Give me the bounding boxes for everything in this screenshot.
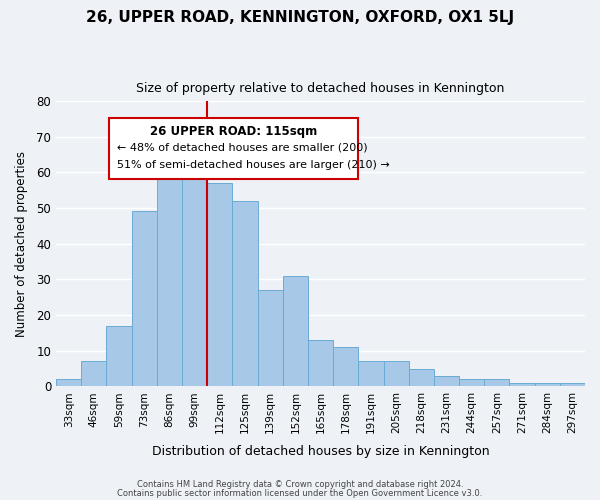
Text: ← 48% of detached houses are smaller (200): ← 48% of detached houses are smaller (20… (117, 142, 368, 152)
Bar (182, 165, 207, 386)
Bar (409, 368, 434, 386)
X-axis label: Distribution of detached houses by size in Kennington: Distribution of detached houses by size … (152, 444, 490, 458)
Bar (535, 383, 560, 386)
Bar (560, 383, 585, 386)
Text: Contains public sector information licensed under the Open Government Licence v3: Contains public sector information licen… (118, 488, 482, 498)
Bar (434, 376, 459, 386)
Bar (131, 212, 157, 386)
Bar (232, 201, 257, 386)
Bar (308, 340, 333, 386)
Bar (283, 276, 308, 386)
Bar (257, 290, 283, 386)
Bar (56, 380, 81, 386)
Text: 26 UPPER ROAD: 115sqm: 26 UPPER ROAD: 115sqm (149, 125, 317, 138)
Bar (358, 362, 383, 386)
Bar (484, 380, 509, 386)
Text: Contains HM Land Registry data © Crown copyright and database right 2024.: Contains HM Land Registry data © Crown c… (137, 480, 463, 489)
Bar (509, 383, 535, 386)
Bar (207, 183, 232, 386)
Bar (106, 326, 131, 386)
Title: Size of property relative to detached houses in Kennington: Size of property relative to detached ho… (136, 82, 505, 96)
Bar (383, 362, 409, 386)
Text: 26, UPPER ROAD, KENNINGTON, OXFORD, OX1 5LJ: 26, UPPER ROAD, KENNINGTON, OXFORD, OX1 … (86, 10, 514, 25)
Text: 51% of semi-detached houses are larger (210) →: 51% of semi-detached houses are larger (… (117, 160, 389, 170)
Y-axis label: Number of detached properties: Number of detached properties (15, 150, 28, 336)
Bar (157, 172, 182, 386)
FancyBboxPatch shape (109, 118, 358, 180)
Bar (81, 362, 106, 386)
Bar (333, 347, 358, 387)
Bar (459, 380, 484, 386)
